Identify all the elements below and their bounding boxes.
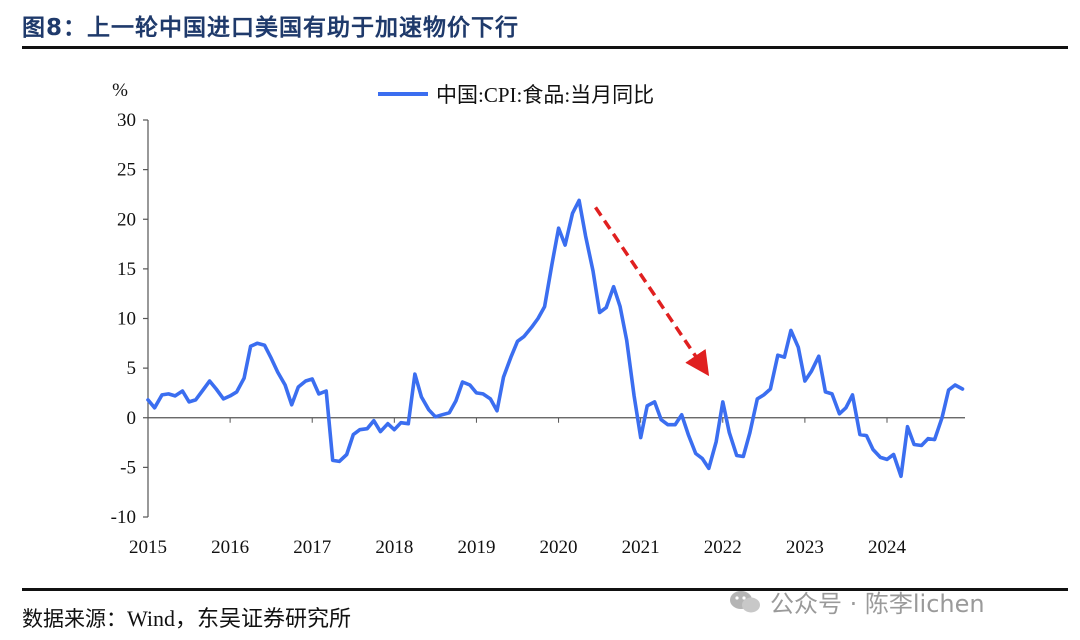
trend-arrow xyxy=(594,206,710,377)
x-tick-label: 2016 xyxy=(211,537,249,558)
bottom-rule xyxy=(22,588,1068,591)
x-tick-label: 2024 xyxy=(868,537,907,558)
x-tick-label: 2021 xyxy=(622,537,660,558)
x-tick-label: 2018 xyxy=(375,537,413,558)
x-tick-label: 2020 xyxy=(540,537,578,558)
chart-legend: 中国:CPI:食品:当月同比 xyxy=(378,83,654,107)
series-line xyxy=(146,198,965,479)
watermark-text: 公众号 · 陈李lichen xyxy=(770,590,985,618)
y-tick-label: 25 xyxy=(117,160,136,181)
source-text: Wind，东吴证券研究所 xyxy=(127,606,351,631)
y-tick-label: 30 xyxy=(117,110,136,131)
top-rule xyxy=(22,46,1068,49)
x-tick-label: 2022 xyxy=(704,537,742,558)
y-tick-label: 0 xyxy=(127,408,137,429)
y-tick-label: 20 xyxy=(117,209,136,230)
y-tick-label: 10 xyxy=(117,309,136,330)
figure-title: 图8：上一轮中国进口美国有助于加速物价下行 xyxy=(22,15,520,41)
legend-label: 中国:CPI:食品:当月同比 xyxy=(436,83,654,107)
y-tick-label: 5 xyxy=(127,358,137,379)
source-note: 数据来源：Wind，东吴证券研究所 xyxy=(22,601,351,633)
y-tick-label: -5 xyxy=(120,457,136,478)
y-tick-label: -10 xyxy=(111,507,136,528)
watermark: 公众号 · 陈李lichen xyxy=(728,584,985,619)
y-axis-unit-label: % xyxy=(112,80,128,101)
source-label: 数据来源： xyxy=(22,607,127,631)
x-tick-label: 2015 xyxy=(129,537,167,558)
y-tick-label: 15 xyxy=(117,259,136,280)
x-tick-label: 2023 xyxy=(786,537,824,558)
x-tick-label: 2019 xyxy=(457,537,495,558)
wechat-icon xyxy=(730,590,760,612)
x-tick-label: 2017 xyxy=(293,537,331,558)
line-chart: -10 -5 0 5 10 15 20 25 30 2015 2016 2017 2018 2019 202… xyxy=(111,80,965,558)
